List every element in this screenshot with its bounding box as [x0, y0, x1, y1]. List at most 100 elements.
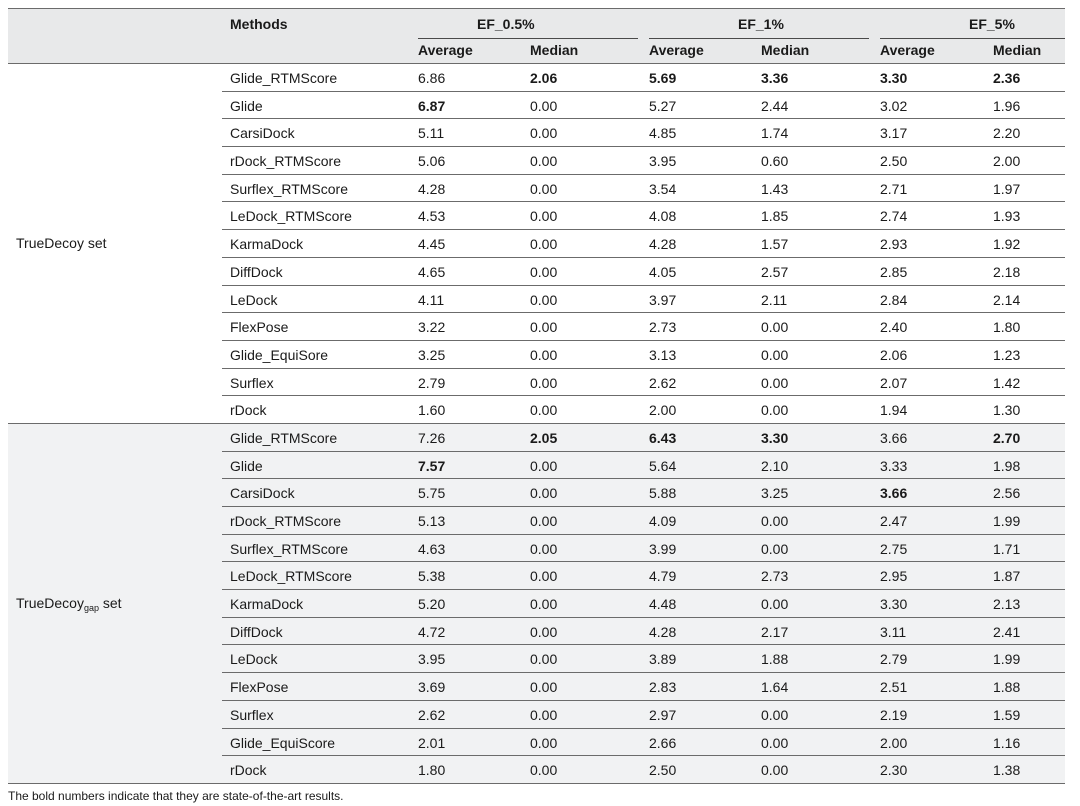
value-cell: 4.79 — [649, 568, 677, 585]
value-cell: 4.28 — [649, 236, 677, 253]
value-cell: 1.80 — [418, 762, 446, 779]
group-label-subscript: gap — [83, 602, 99, 613]
table-row: Surflex 2.79 0.00 2.62 0.00 2.07 1.42 — [8, 369, 1065, 397]
value-cell: 3.54 — [649, 180, 677, 197]
value-cell: 1.99 — [993, 513, 1021, 529]
value-cell: 0.00 — [530, 540, 558, 557]
value-cell: 2.14 — [993, 291, 1021, 308]
group-label-base: TrueDecoy — [16, 594, 84, 611]
method-name: LeDock — [230, 651, 278, 668]
value-cell: 0.00 — [530, 180, 558, 197]
value-cell: 4.85 — [649, 125, 677, 142]
value-cell: 3.11 — [880, 623, 907, 640]
value-cell: 0.00 — [530, 734, 558, 751]
value-cell: 2.30 — [880, 762, 908, 779]
header-average-ef5: Average — [880, 42, 935, 58]
value-cell: 1.87 — [993, 568, 1021, 585]
group-label-suffix: set — [83, 235, 107, 252]
value-cell: 0.00 — [530, 208, 558, 225]
value-cell: 2.50 — [649, 762, 677, 779]
value-cell: 4.09 — [649, 513, 677, 529]
header-average-ef1: Average — [649, 42, 704, 58]
value-cell: 1.93 — [993, 208, 1021, 225]
header-median-ef1: Median — [761, 42, 810, 58]
value-cell: 4.45 — [418, 236, 446, 253]
value-cell: 0.00 — [761, 319, 789, 336]
value-cell: 1.96 — [993, 97, 1021, 114]
value-cell: 2.00 — [993, 153, 1021, 170]
value-cell: 3.30 — [880, 596, 908, 613]
value-cell: 0.00 — [761, 734, 789, 751]
table-row: LeDock_RTMScore 4.53 0.00 4.08 1.85 2.74 1.93 — [8, 202, 1065, 231]
header-median-ef05: Median — [530, 42, 579, 58]
value-cell: 0.00 — [530, 457, 558, 474]
value-cell: 6.87 — [418, 97, 446, 114]
value-cell: 2.44 — [761, 97, 789, 114]
method-name: DiffDock — [230, 263, 283, 280]
value-cell: 2.85 — [880, 263, 908, 280]
group-label-suffix: set — [98, 594, 122, 611]
method-name: CarsiDock — [230, 485, 295, 502]
value-cell: 4.11 — [418, 291, 445, 308]
value-cell: 3.02 — [880, 97, 908, 114]
value-cell: 2.95 — [880, 568, 908, 585]
value-cell: 3.89 — [649, 651, 677, 668]
value-cell: 5.27 — [649, 97, 677, 114]
header-rule-ef1 — [649, 38, 869, 39]
table-row: Glide 6.87 0.00 5.27 2.44 3.02 1.96 — [8, 92, 1065, 120]
value-cell: 1.98 — [993, 457, 1021, 474]
value-cell: 2.36 — [993, 70, 1021, 86]
value-cell: 2.20 — [993, 125, 1021, 142]
value-cell: 2.00 — [880, 734, 908, 751]
value-cell: 1.59 — [993, 706, 1021, 723]
value-cell: 5.88 — [649, 485, 677, 502]
value-cell: 2.05 — [530, 429, 558, 446]
value-cell: 5.20 — [418, 596, 446, 613]
value-cell: 1.88 — [993, 679, 1021, 696]
value-cell: 1.38 — [993, 762, 1021, 779]
value-cell: 1.94 — [880, 402, 908, 419]
header-average-ef05: Average — [418, 42, 473, 58]
table-body: Glide_RTMScore 6.86 2.06 5.69 3.36 3.30 2.36 Gl… — [8, 64, 1065, 785]
results-table-container: Methods EF_0.5% EF_1% EF_5% Average Medi… — [8, 8, 1065, 785]
value-cell: 3.95 — [418, 651, 446, 668]
value-cell: 0.00 — [530, 623, 558, 640]
value-cell: 2.93 — [880, 236, 908, 253]
value-cell: 1.80 — [993, 319, 1021, 336]
value-cell: 3.66 — [880, 485, 908, 502]
value-cell: 5.64 — [649, 457, 677, 474]
value-cell: 2.62 — [649, 374, 677, 391]
value-cell: 1.42 — [993, 374, 1021, 391]
table-row: Glide_RTMScore 6.86 2.06 5.69 3.36 3.30 2.36 — [8, 64, 1065, 92]
value-cell: 2.10 — [761, 457, 789, 474]
value-cell: 0.00 — [530, 402, 558, 419]
method-name: CarsiDock — [230, 125, 295, 142]
value-cell: 0.00 — [761, 596, 789, 613]
value-cell: 2.73 — [649, 319, 677, 336]
value-cell: 2.84 — [880, 291, 908, 308]
method-name: Glide_EquiSore — [230, 346, 329, 363]
value-cell: 6.43 — [649, 429, 677, 446]
method-name: Surflex — [230, 374, 274, 391]
method-name: rDock — [230, 402, 267, 419]
group-label-base: TrueDecoy — [16, 235, 84, 252]
value-cell: 3.66 — [880, 429, 908, 446]
value-cell: 0.60 — [761, 153, 789, 170]
value-cell: 2.41 — [993, 623, 1021, 640]
method-name: Glide_EquiScore — [230, 734, 336, 751]
value-cell: 2.70 — [993, 429, 1021, 446]
value-cell: 2.17 — [761, 623, 789, 640]
group-label-cell — [8, 423, 222, 784]
table-row: rDock_RTMScore 5.06 0.00 3.95 0.60 2.50 2.00 — [8, 147, 1065, 175]
value-cell: 4.48 — [649, 596, 677, 613]
value-cell: 3.95 — [649, 153, 677, 170]
value-cell: 3.99 — [649, 540, 677, 557]
value-cell: 3.13 — [649, 346, 677, 363]
results-table: Methods EF_0.5% EF_1% EF_5% Average Medi… — [8, 8, 1065, 785]
value-cell: 2.19 — [880, 706, 908, 723]
value-cell: 2.51 — [880, 679, 908, 696]
value-cell: 1.30 — [993, 402, 1021, 419]
value-cell: 0.00 — [530, 125, 558, 142]
method-name: Glide_RTMScore — [230, 70, 338, 86]
value-cell: 0.00 — [530, 568, 558, 585]
